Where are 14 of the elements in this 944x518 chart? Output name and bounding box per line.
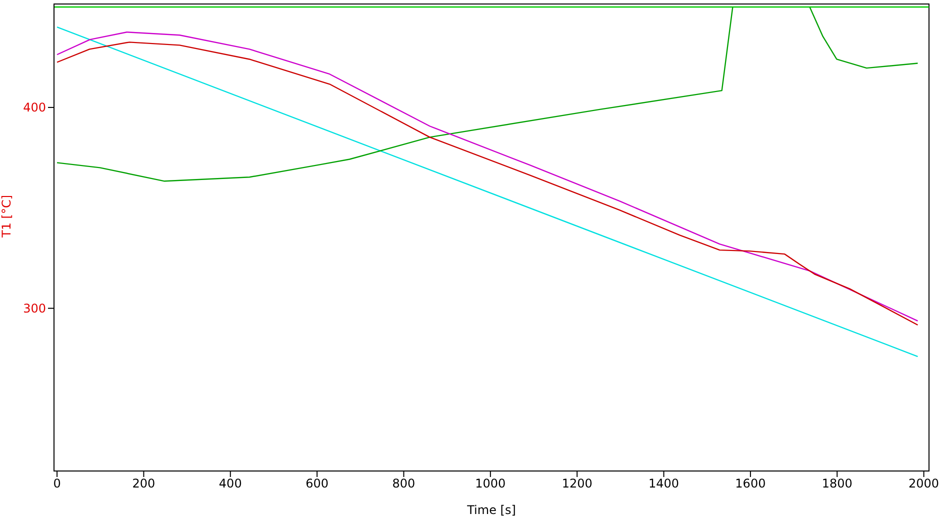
x-axis-title: Time [s] bbox=[466, 503, 516, 517]
y-axis-title: T1 [°C] bbox=[0, 194, 14, 238]
x-tick-label: 0 bbox=[53, 476, 61, 491]
x-tick-label: 1800 bbox=[822, 476, 852, 491]
x-tick-label: 1000 bbox=[475, 476, 506, 491]
x-tick-label: 800 bbox=[392, 476, 416, 491]
x-tick-label: 600 bbox=[306, 476, 329, 491]
x-tick-label: 400 bbox=[218, 476, 242, 491]
x-tick-label: 1400 bbox=[648, 476, 680, 491]
x-tick-label: 1200 bbox=[562, 476, 592, 491]
x-tick-label: 200 bbox=[132, 476, 156, 491]
y-tick-label: 300 bbox=[23, 302, 46, 316]
x-tick-label: 2000 bbox=[908, 476, 940, 491]
x-tick-label: 1600 bbox=[735, 476, 766, 491]
